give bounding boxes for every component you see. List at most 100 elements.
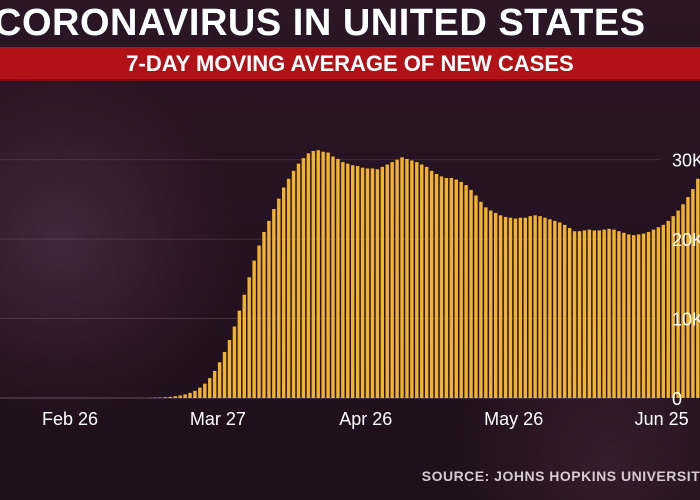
bar [222,351,227,398]
bar [355,166,360,398]
bar [498,215,503,398]
bar [173,396,177,398]
bar [449,177,454,398]
bar [227,340,232,398]
bar [676,210,680,398]
bar [656,227,661,398]
bar [306,153,311,398]
bar [636,234,641,398]
bar [666,220,670,398]
bar [370,168,375,398]
bar [459,181,463,398]
bar [163,397,168,398]
bar [469,189,473,398]
bar [587,229,592,398]
bar [188,392,192,398]
bar [351,165,355,398]
bar [464,185,468,398]
x-tick-label: Apr 26 [339,409,392,429]
bar [597,230,601,398]
bar [272,208,276,398]
bar [316,150,320,398]
bar [681,204,685,398]
bar [168,396,173,398]
bar [563,224,567,398]
bar [178,395,182,398]
bar [301,158,306,398]
bar [208,378,212,398]
bar [523,217,527,398]
bar [622,232,626,398]
bar [326,152,330,398]
y-axis-ticks: 0 10K 20K 30K [672,151,700,409]
bar [646,231,651,398]
bar [474,195,478,398]
bar [444,177,449,398]
bar [346,163,350,398]
bar [454,179,458,398]
bar [572,231,577,398]
bar [424,166,429,398]
bar [686,197,690,398]
bar [493,212,498,398]
source-credit: SOURCE: JOHNS HOPKINS UNIVERSITY [421,468,700,484]
bar [390,162,394,398]
bar [671,216,675,398]
x-tick-label: Mar 27 [190,409,246,429]
y-tick-label: 0 [672,389,682,409]
bar [336,158,340,398]
bar [479,201,483,398]
bar [434,174,439,398]
bar [360,167,365,398]
bar [257,245,261,398]
bar [281,187,286,398]
y-tick-label: 30K [672,151,700,171]
y-tick-label: 20K [672,230,700,250]
bar [696,178,700,398]
bar [528,216,532,398]
chart-subtitle: 7-DAY MOVING AVERAGE OF NEW CASES [126,51,574,76]
bar [267,220,271,398]
bar [252,260,256,398]
bar [193,390,197,398]
bar [602,229,606,398]
bar [331,156,335,398]
bar [661,224,666,398]
bar [592,230,597,398]
bar [553,220,557,398]
bar [538,216,542,398]
bar [558,222,562,398]
bar [203,383,207,398]
bar [641,233,646,398]
x-axis-ticks: Feb 26 Mar 27 Apr 26 May 26 Jun 25 [42,409,689,429]
bar [183,394,187,398]
bar [365,168,370,398]
bar [612,229,616,398]
bar [518,217,523,398]
x-tick-label: Feb 26 [42,409,98,429]
bar [429,170,434,398]
bar [232,326,237,398]
bar [543,217,547,398]
bar [247,277,251,398]
bar [277,198,281,398]
bar [508,217,513,398]
bar [321,151,325,398]
bar [217,362,222,398]
bar [242,294,246,398]
bar [262,231,266,398]
bar [513,218,518,398]
bar [296,163,301,398]
y-tick-label: 10K [672,310,700,330]
bar [375,169,380,398]
bar [395,159,399,398]
bar [311,150,315,398]
bars [148,150,700,398]
bar [617,231,621,398]
bar [651,229,656,398]
bar [415,162,419,398]
bar [341,162,345,398]
bar [489,210,493,398]
bar [237,310,242,398]
